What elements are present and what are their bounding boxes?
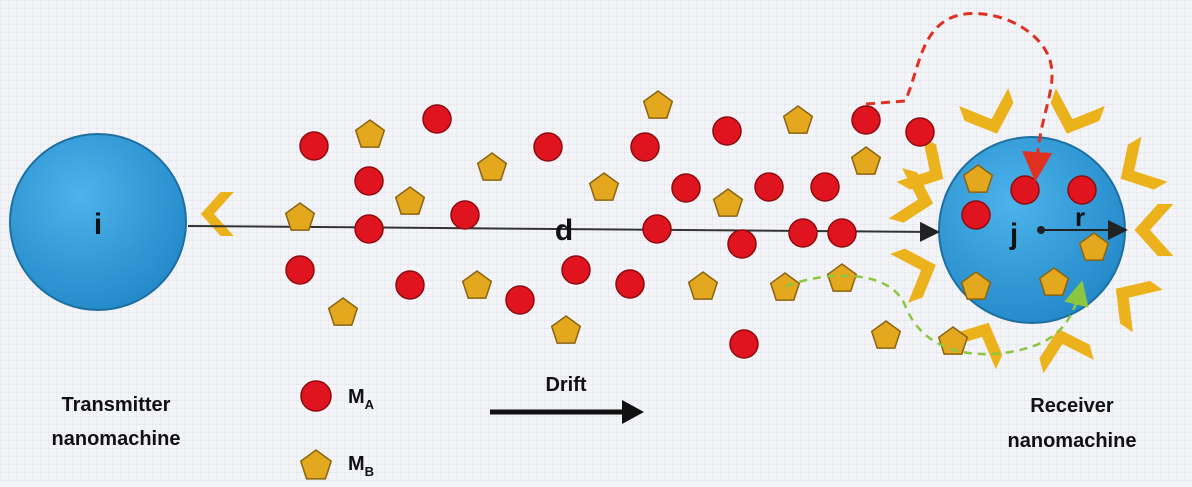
molecule-a-icon bbox=[727, 229, 757, 259]
molecule-a-icon bbox=[961, 200, 991, 230]
legend-mb-sub: B bbox=[365, 464, 374, 479]
molecule-b-icon bbox=[476, 152, 508, 181]
legend-ma-sub: A bbox=[365, 397, 375, 412]
molecule-a-icon bbox=[671, 173, 701, 203]
molecule-b-icon bbox=[712, 188, 744, 217]
molecule-a-icon bbox=[1067, 175, 1097, 205]
molecule-b-icon bbox=[782, 105, 814, 134]
molecule-a-icon bbox=[712, 116, 742, 146]
molecule-a-icon bbox=[827, 218, 857, 248]
molecule-a-icon bbox=[1010, 175, 1040, 205]
molecule-a-icon bbox=[450, 200, 480, 230]
transmitter-nanomachine: i bbox=[9, 133, 187, 311]
molecule-b-icon bbox=[850, 146, 882, 175]
molecule-a-icon bbox=[851, 105, 881, 135]
legend-mb-label: MB bbox=[348, 453, 374, 479]
molecule-b-icon bbox=[962, 164, 994, 193]
molecule-a-icon bbox=[729, 329, 759, 359]
molecule-b-icon bbox=[769, 272, 801, 301]
molecule-b-icon bbox=[284, 202, 316, 231]
molecule-b-icon bbox=[937, 326, 969, 355]
distance-label: d bbox=[555, 214, 573, 247]
receptors-group bbox=[200, 88, 1174, 374]
legend-molecule-a-icon bbox=[300, 380, 332, 412]
receiver-label-line1: Receiver bbox=[1030, 395, 1114, 417]
legend-molecule-b-icon bbox=[299, 449, 333, 480]
receptor-icon bbox=[1134, 204, 1174, 256]
molecule-a-icon bbox=[299, 131, 329, 161]
drift-label: Drift bbox=[545, 374, 586, 396]
absorbed-path-arrow bbox=[865, 11, 1054, 182]
drift-arrow-head bbox=[622, 400, 644, 424]
molecule-b-icon bbox=[826, 263, 858, 292]
legend-ma-label: MA bbox=[348, 386, 375, 412]
legend-ma-main: M bbox=[348, 386, 365, 408]
molecule-b-icon bbox=[1078, 232, 1110, 261]
molecule-b-icon bbox=[550, 315, 582, 344]
molecule-a-icon bbox=[422, 104, 452, 134]
receiver-id-label: j bbox=[1009, 218, 1018, 251]
molecule-a-icon bbox=[354, 166, 384, 196]
receptor-icon bbox=[890, 248, 936, 303]
legend-mb-main: M bbox=[348, 453, 365, 475]
receptor-icon bbox=[959, 88, 1014, 134]
molecule-a-icon bbox=[561, 255, 591, 285]
receptor-icon bbox=[1039, 328, 1094, 374]
transmitter-label-line1: Transmitter bbox=[62, 394, 171, 416]
transmitter-id-label: i bbox=[94, 208, 102, 241]
molecule-a-icon bbox=[754, 172, 784, 202]
molecule-b-icon bbox=[1038, 267, 1070, 296]
molecule-a-icon bbox=[630, 132, 660, 162]
molecule-b-icon bbox=[327, 297, 359, 326]
molecule-a-icon bbox=[810, 172, 840, 202]
molecule-a-icon bbox=[615, 269, 645, 299]
molecule-a-icon bbox=[533, 132, 563, 162]
molecule-b-icon bbox=[642, 90, 674, 119]
molecule-a-icon bbox=[354, 214, 384, 244]
legend: MA MB bbox=[299, 380, 375, 480]
molecule-b-icon bbox=[394, 186, 426, 215]
receiver-label-line2: nanomachine bbox=[1008, 430, 1137, 452]
receptor-icon bbox=[896, 136, 944, 190]
molecule-a-icon bbox=[642, 214, 672, 244]
molecule-a-icon bbox=[505, 285, 535, 315]
molecule-b-icon bbox=[461, 270, 493, 299]
receptor-icon bbox=[1115, 280, 1163, 333]
molecules-group bbox=[284, 90, 1110, 359]
transmitter-label-line2: nanomachine bbox=[52, 428, 181, 450]
radius-label: r bbox=[1075, 202, 1085, 232]
molecule-b-icon bbox=[687, 271, 719, 300]
molecule-b-icon bbox=[870, 320, 902, 349]
receptor-icon bbox=[1050, 88, 1105, 134]
molecule-b-icon bbox=[354, 119, 386, 148]
molecule-b-icon bbox=[588, 172, 620, 201]
molecule-a-icon bbox=[905, 117, 935, 147]
receptor-icon bbox=[1120, 136, 1168, 190]
molecule-a-icon bbox=[285, 255, 315, 285]
molecule-a-icon bbox=[395, 270, 425, 300]
molecule-b-icon bbox=[960, 271, 992, 300]
molecule-a-icon bbox=[788, 218, 818, 248]
receptor-icon bbox=[888, 168, 934, 223]
transmitter-circle bbox=[9, 133, 187, 311]
